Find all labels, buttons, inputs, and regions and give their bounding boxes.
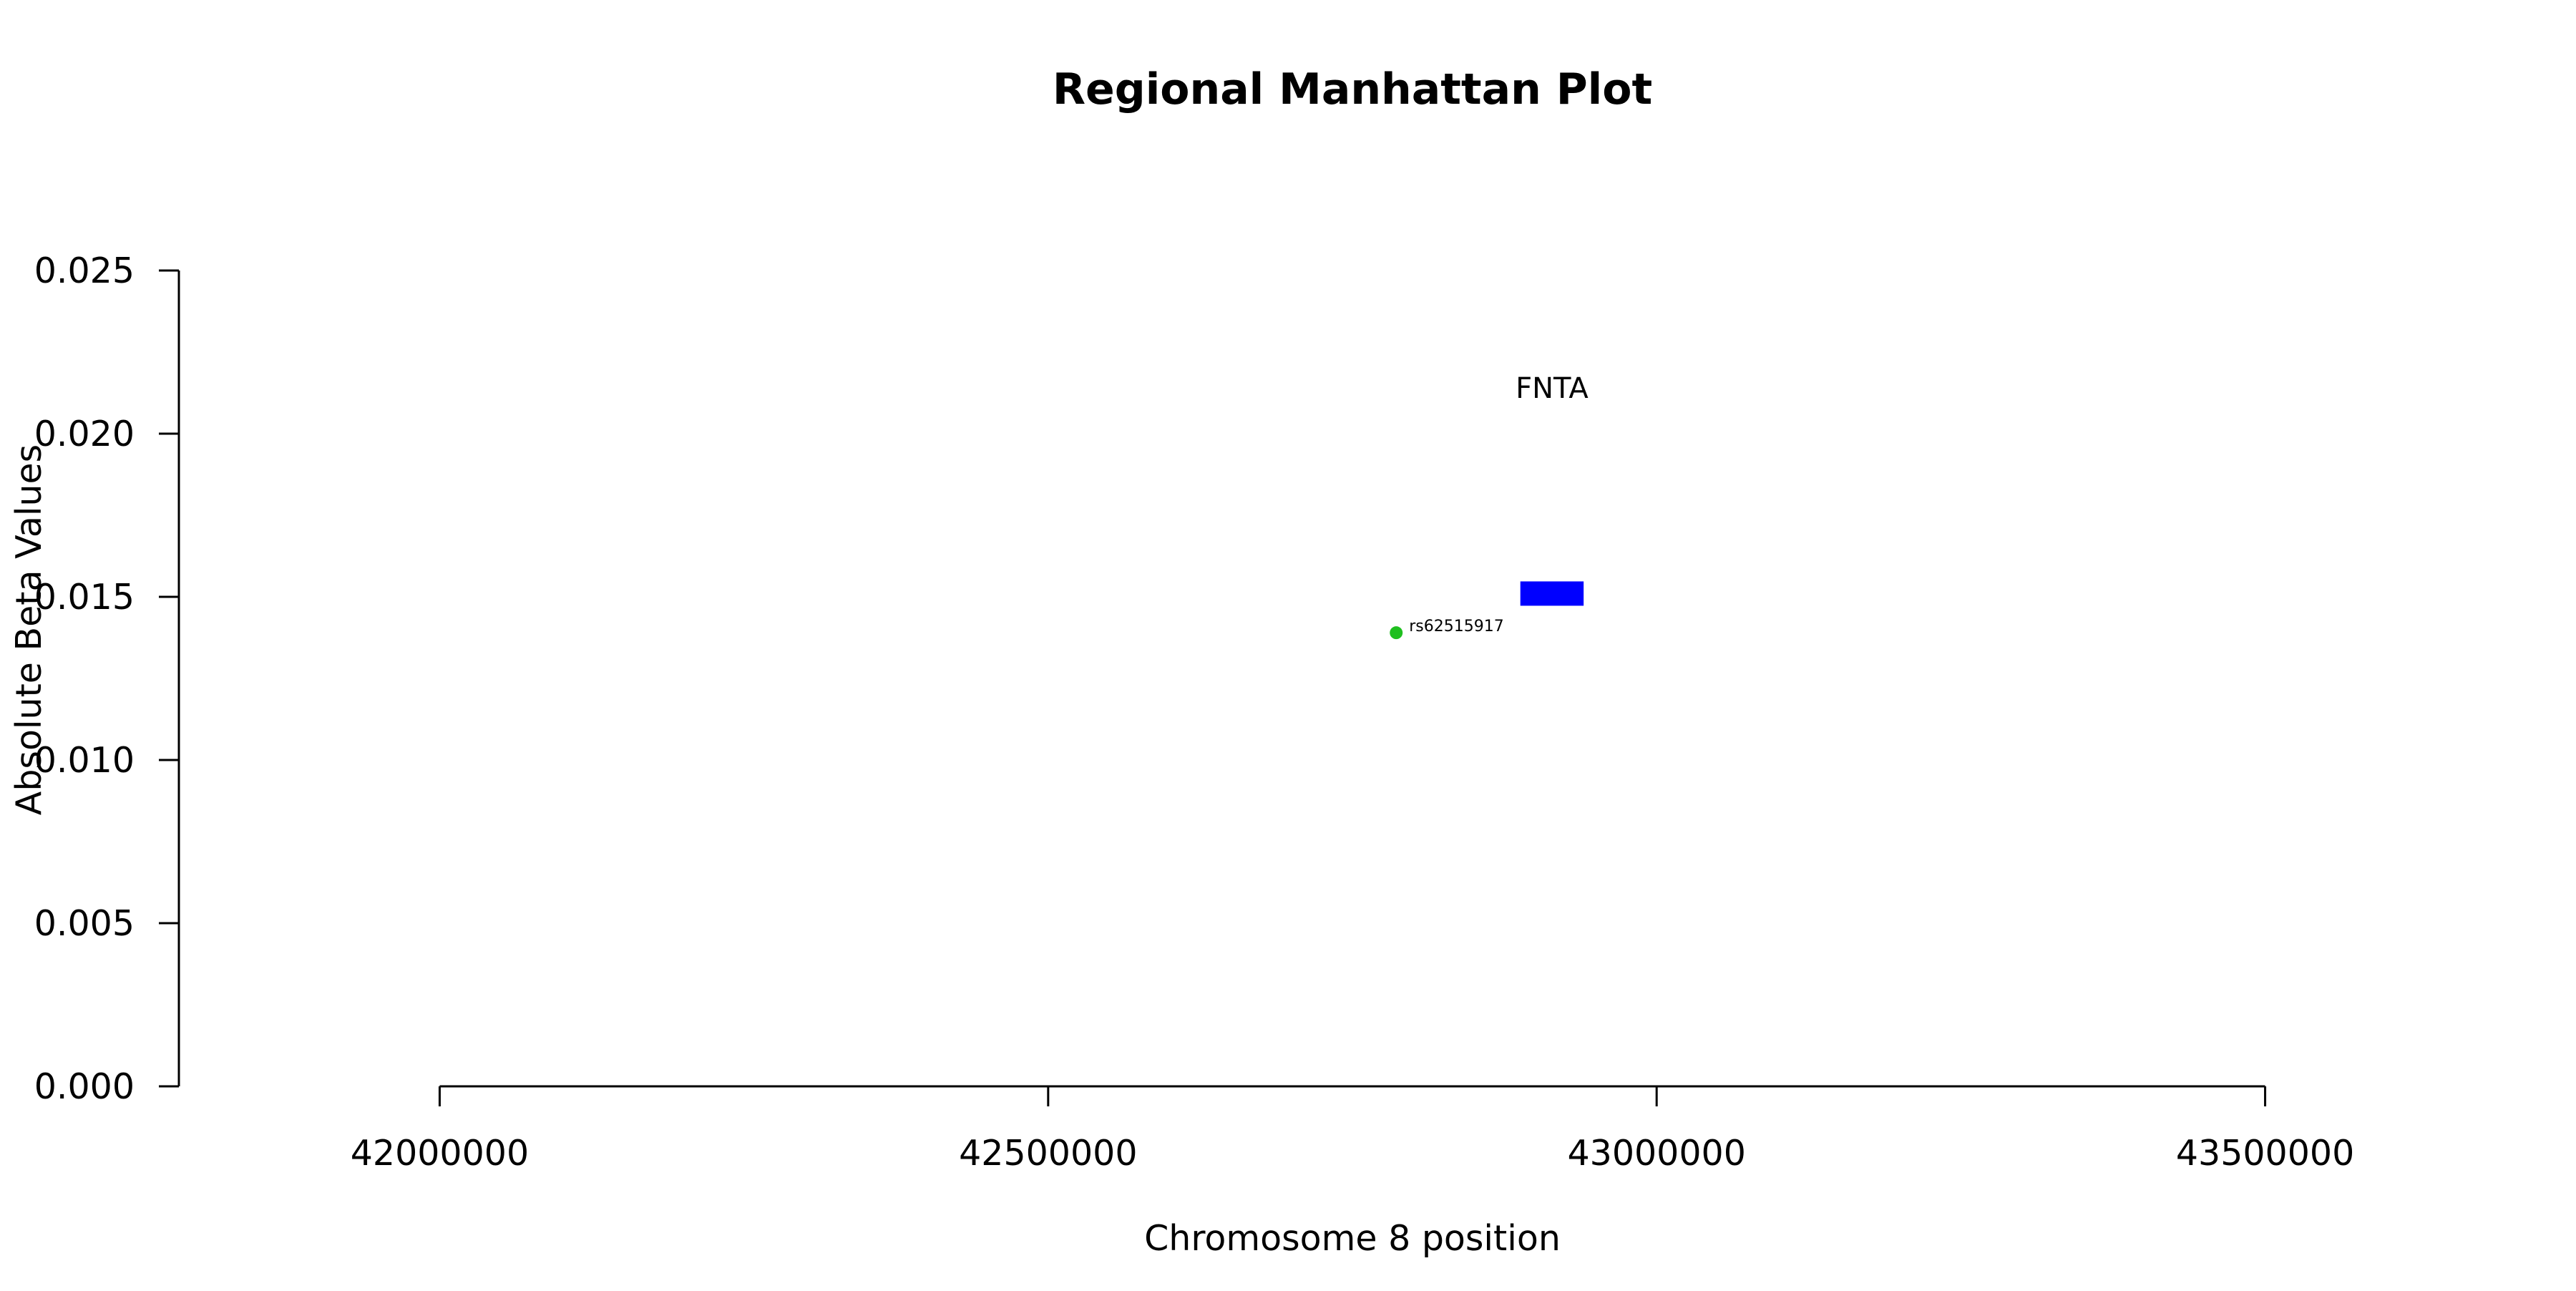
x-tick-label: 43000000 [1567,1133,1745,1174]
x-tick-label: 42000000 [351,1133,529,1174]
y-axis: 0.000 0.005 0.010 0.015 0.020 0.025 [34,250,180,1107]
snp-label: rs62515917 [1409,618,1503,635]
gene-track: FNTA [1516,372,1589,606]
y-tick-label: 0.020 [34,414,135,454]
gene-bar [1520,581,1584,606]
x-axis: 42000000 42500000 43000000 43500000 [351,1085,2354,1174]
y-tick-label: 0.000 [34,1066,135,1107]
y-tick-label: 0.005 [34,903,135,944]
y-tick-label: 0.015 [34,577,135,618]
chart-title: Regional Manhattan Plot [1053,64,1652,115]
x-tick-label: 42500000 [959,1133,1137,1174]
x-axis-label: Chromosome 8 position [1144,1218,1561,1259]
x-tick-label: 43500000 [2176,1133,2354,1174]
y-axis-label: Absolute Beta Values [9,444,49,815]
snp-point [1390,626,1403,640]
snp-points: rs62515917 [1390,618,1504,640]
gene-label: FNTA [1516,372,1589,405]
y-tick-label: 0.010 [34,740,135,781]
y-tick-label: 0.025 [34,250,135,291]
